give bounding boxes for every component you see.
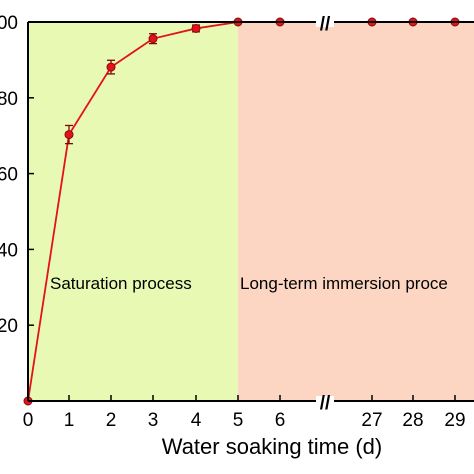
- data-point: [64, 130, 74, 140]
- region-labels: Saturation process Long-term immersion pr…: [50, 274, 448, 293]
- x-tick-label: 6: [275, 410, 286, 431]
- region-label-2: Long-term immersion proce: [240, 274, 448, 293]
- x-axis-title: Water soaking time (d): [162, 434, 382, 459]
- x-tick-label: 29: [444, 410, 465, 431]
- y-tick-label: 20: [0, 316, 18, 337]
- data-point: [191, 23, 201, 33]
- x-tick-label: 5: [233, 410, 244, 431]
- region-1: [28, 22, 238, 401]
- y-tick-label: 00: [0, 13, 18, 34]
- x-tick-label: 4: [191, 410, 202, 431]
- x-tick-label: 3: [148, 410, 159, 431]
- data-point: [106, 62, 116, 72]
- region-label-1: Saturation process: [50, 274, 192, 293]
- bottom-break-gap: [316, 396, 334, 406]
- top-axis-break: //: [320, 14, 331, 35]
- shaded-regions: [28, 22, 474, 401]
- x-tick-label: 0: [23, 410, 34, 431]
- region-2: [238, 22, 474, 401]
- data-point: [148, 34, 158, 44]
- y-tick-label: 60: [0, 165, 18, 186]
- x-tick-label: 2: [106, 410, 117, 431]
- bottom-axis-break: //: [320, 393, 331, 414]
- y-tick-label: 40: [0, 240, 18, 261]
- axis-breaks: // //: [316, 14, 334, 414]
- y-tick-label: 80: [0, 89, 18, 110]
- x-tick-label: 27: [361, 410, 382, 431]
- top-break-gap: [316, 17, 334, 27]
- x-tick-label: 28: [402, 410, 423, 431]
- x-tick-label: 1: [64, 410, 75, 431]
- axes: 0 1 2 3 4 5 6 27 28 29 00 80 60 40 20: [0, 13, 474, 431]
